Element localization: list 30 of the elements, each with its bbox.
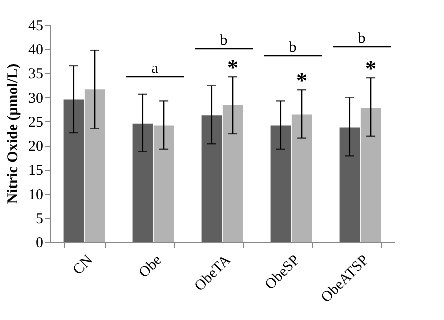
annotation: a <box>152 61 159 77</box>
bar <box>84 90 106 242</box>
y-tick-label: 30 <box>28 90 44 107</box>
y-tick-label: 10 <box>28 187 44 204</box>
data-label: * <box>296 68 308 94</box>
bar <box>154 126 174 242</box>
x-tick-label: Obe <box>136 252 166 282</box>
annotation: b <box>289 40 297 56</box>
y-tick-label: 15 <box>28 163 44 180</box>
annotation: b <box>220 33 228 49</box>
bar <box>270 126 292 242</box>
y-tick-label: 0 <box>36 236 44 252</box>
bar <box>222 106 244 242</box>
bar <box>202 116 222 242</box>
x-tick-label: CN <box>70 252 96 279</box>
y-tick-label: 5 <box>36 211 44 228</box>
y-tick-label: 40 <box>28 42 44 59</box>
annotation: b <box>358 31 366 47</box>
y-tick-label: 20 <box>28 139 44 156</box>
bar <box>340 128 360 242</box>
data-label: * <box>366 56 377 82</box>
y-tick-label: 25 <box>28 114 44 131</box>
bar <box>132 124 154 242</box>
bar <box>360 108 382 242</box>
data-label: * <box>228 55 239 80</box>
y-tick-label: 45 <box>28 18 44 34</box>
y-axis-title: Nitric Oxide (μmol/L) <box>6 64 22 204</box>
y-tick-label: 35 <box>28 66 44 83</box>
bar <box>292 114 312 242</box>
bar <box>64 100 84 242</box>
